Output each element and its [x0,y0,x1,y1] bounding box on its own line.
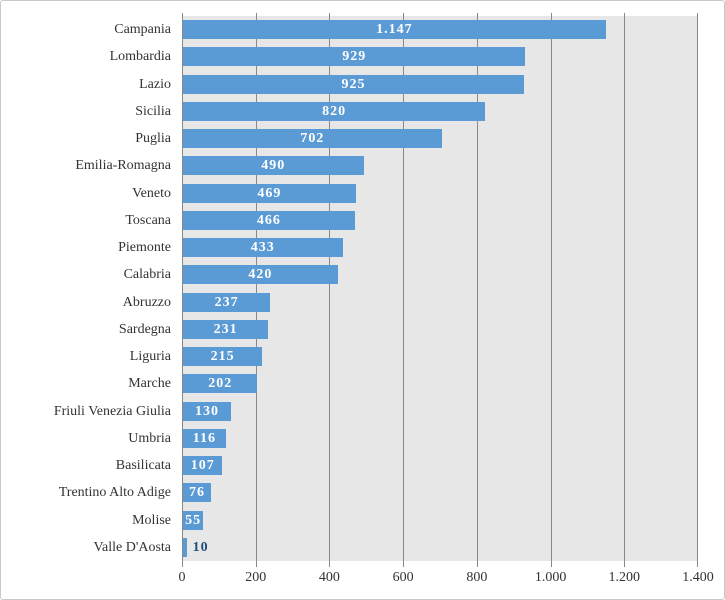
category-label: Umbria [128,430,171,446]
bar-lombardia: 929 [183,47,526,67]
bar-value-label: 420 [248,267,273,283]
gridline [551,13,552,567]
category-label: Puglia [135,131,171,147]
category-label: Marche [128,376,171,392]
gridline [477,13,478,567]
x-tick-label: 800 [466,570,488,585]
bar-trentino-alto-adige: 76 [183,483,211,503]
gridline [697,13,698,567]
category-label: Basilicata [115,458,171,474]
bar-sicilia: 820 [183,101,486,121]
bar-friuli-venezia-giulia: 130 [183,401,231,421]
bar-value-label: 490 [261,158,286,174]
x-tick-label: 400 [318,570,340,585]
bar-value-label: 702 [300,131,325,147]
bar-value-label: 10 [192,539,209,555]
bar-molise: 55 [183,510,204,530]
x-tick-label: 1.000 [534,570,567,585]
bar-value-label: 107 [190,458,215,474]
gridline [256,13,257,567]
category-label: Sicilia [135,103,171,119]
category-label: Abruzzo [122,294,171,310]
x-tick-label: 200 [245,570,267,585]
bar-piemonte: 433 [183,238,343,258]
bar-lazio: 925 [183,74,524,94]
bar-value-label: 237 [214,294,239,310]
category-label: Toscana [125,212,171,228]
bar-value-label: 929 [342,49,367,65]
bar-value-label: 130 [194,403,219,419]
bar-value-label: 820 [322,103,347,119]
bar-value-label: 55 [185,512,202,528]
bar-value-label: 116 [192,430,216,446]
category-label: Valle D'Aosta [93,539,171,555]
bar-value-label: 76 [189,485,205,501]
category-label: Veneto [132,185,171,201]
bar-valle-d-aosta [183,537,187,557]
bar-toscana: 466 [183,210,355,230]
bar-basilicata: 107 [183,456,223,476]
bar-value-label: 231 [213,321,238,337]
gridline [403,13,404,567]
bar-campania: 1.147 [183,20,606,40]
category-label: Friuli Venezia Giulia [53,403,171,419]
category-label: Trentino Alto Adige [58,485,171,501]
category-label: Emilia-Romagna [75,158,171,174]
category-label: Calabria [123,267,171,283]
bar-value-label: 215 [210,349,235,365]
gridline [329,13,330,567]
bar-value-label: 925 [341,76,366,92]
x-tick-label: 600 [392,570,414,585]
bar-marche: 202 [183,374,258,394]
bar-sardegna: 231 [183,319,269,339]
bar-puglia: 702 [183,129,442,149]
category-label: Piemonte [118,240,171,256]
category-label: Molise [132,512,171,528]
bar-value-label: 469 [257,185,282,201]
bar-emilia-romagna: 490 [183,156,364,176]
category-label: Lombardia [109,49,171,65]
bar-umbria: 116 [183,428,226,448]
bar-calabria: 420 [183,265,338,285]
bar-abruzzo: 237 [183,292,271,312]
bar-liguria: 215 [183,347,263,367]
bar-veneto: 469 [183,183,356,203]
bar-value-label: 202 [208,376,233,392]
gridline [624,13,625,567]
x-tick-label: 0 [178,570,186,585]
bar-value-label: 466 [256,212,281,228]
category-label: Liguria [129,349,171,365]
bar-value-label: 433 [250,240,275,256]
category-label: Sardegna [118,321,171,337]
category-label: Campania [114,22,171,38]
plot-area: 1.147 929 925 820 702 490 469 466 433 420 237 231 21… [182,13,698,567]
x-tick-label: 1.200 [608,570,641,585]
x-tick-label: 1.400 [682,570,714,585]
gridline [182,13,183,567]
bar-value-label: 1.147 [376,22,413,38]
category-label: Lazio [139,76,171,92]
